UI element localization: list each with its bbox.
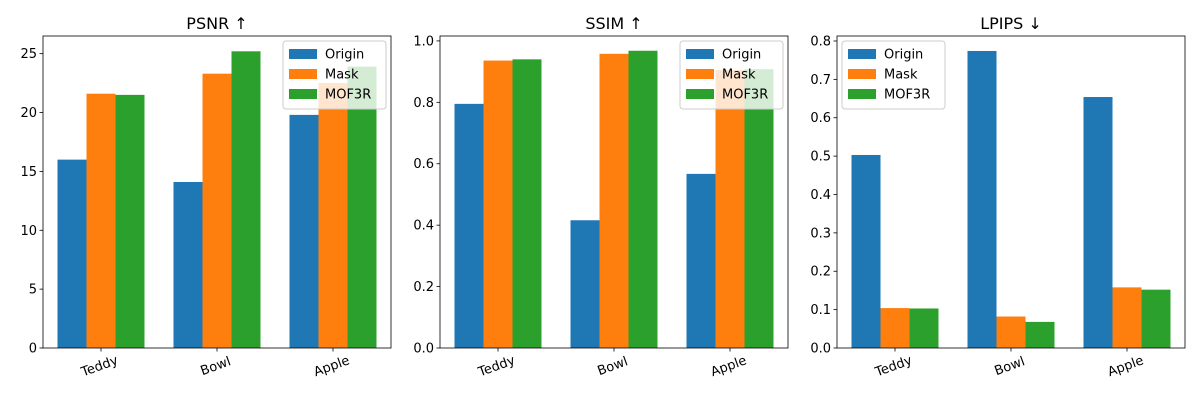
y-tick-label: 0.2	[413, 280, 434, 295]
bar-mask-apple	[1112, 287, 1142, 348]
x-tick-label: Apple	[312, 353, 352, 380]
bar-mof3r-teddy	[909, 308, 939, 348]
y-tick-label: 10	[20, 224, 37, 239]
x-tick-label: Teddy	[475, 353, 517, 381]
legend-swatch-mask	[289, 69, 317, 79]
y-tick-label: 0.6	[413, 157, 434, 172]
legend-swatch-origin	[686, 49, 714, 59]
y-tick-label: 0.4	[413, 219, 434, 234]
x-tick-label: Apple	[1106, 353, 1146, 380]
bar-mask-teddy	[86, 93, 116, 348]
legend-swatch-mof3r	[848, 89, 876, 99]
y-tick-label: 0.5	[810, 150, 831, 165]
bar-mask-teddy	[483, 60, 513, 349]
y-tick-label: 25	[20, 47, 37, 62]
x-tick-label: Apple	[709, 353, 749, 380]
y-tick-label: 5	[29, 283, 37, 298]
x-tick-label: Teddy	[78, 353, 120, 381]
legend-label-origin: Origin	[884, 48, 923, 63]
bar-origin-teddy	[57, 159, 87, 348]
bar-mof3r-bowl	[231, 51, 261, 348]
lpips-chart: 0.0 0.1 0.2 0.3 0.4 0.5 0.6 0.7 0.8 Teddy Bowl Appl…	[810, 14, 1186, 381]
chart-title: LPIPS ↓	[980, 14, 1042, 33]
y-tick-label: 0.3	[810, 226, 831, 241]
chart-title: SSIM ↑	[585, 14, 642, 33]
y-tick-label: 0.1	[810, 303, 831, 318]
y-tick-label: 0.6	[810, 111, 831, 126]
bar-origin-apple	[289, 114, 319, 348]
bar-origin-bowl	[967, 50, 997, 348]
legend-label-origin: Origin	[325, 48, 364, 63]
bar-mask-bowl	[599, 53, 629, 348]
legend-swatch-mof3r	[289, 89, 317, 99]
legend-swatch-origin	[848, 49, 876, 59]
legend: Origin Mask MOF3R	[282, 40, 387, 110]
y-tick-label: 0.7	[810, 73, 831, 88]
y-tick-label: 1.0	[413, 34, 434, 49]
legend-label-mof3r: MOF3R	[722, 88, 768, 103]
legend-label-mask: Mask	[884, 68, 918, 83]
x-tick-label: Bowl	[199, 354, 233, 379]
bar-origin-teddy	[454, 103, 484, 348]
bar-origin-apple	[1083, 97, 1113, 348]
legend: Origin Mask MOF3R	[679, 40, 784, 110]
ssim-chart: 0.0 0.2 0.4 0.6 0.8 1.0 Teddy Bowl Apple SSIM ↑ Or…	[413, 14, 789, 381]
bar-origin-bowl	[570, 220, 600, 348]
legend-label-origin: Origin	[722, 48, 761, 63]
legend-swatch-origin	[289, 49, 317, 59]
legend-swatch-mask	[686, 69, 714, 79]
y-tick-label: 0.0	[413, 342, 434, 357]
y-tick-label: 0.8	[810, 34, 831, 49]
y-tick-label: 0.8	[413, 96, 434, 111]
bar-mof3r-apple	[744, 69, 774, 349]
chart-title: PSNR ↑	[186, 14, 247, 33]
y-tick-label: 0.2	[810, 265, 831, 280]
bar-origin-teddy	[851, 154, 881, 348]
legend-swatch-mof3r	[686, 89, 714, 99]
x-tick-label: Bowl	[596, 354, 630, 379]
y-tick-label: 0	[29, 342, 37, 357]
bar-mof3r-bowl	[628, 50, 658, 348]
bar-mof3r-apple	[347, 66, 377, 348]
bar-origin-apple	[686, 173, 716, 348]
bar-mask-teddy	[880, 308, 910, 348]
bar-mask-bowl	[996, 316, 1026, 348]
bar-mof3r-bowl	[1025, 321, 1055, 348]
legend-label-mask: Mask	[325, 68, 359, 83]
bar-mof3r-teddy	[512, 59, 542, 348]
legend-label-mof3r: MOF3R	[325, 88, 371, 103]
bar-mask-apple	[715, 70, 745, 349]
y-tick-label: 0.4	[810, 188, 831, 203]
legend: Origin Mask MOF3R	[841, 40, 946, 110]
bar-origin-bowl	[173, 181, 203, 348]
legend-label-mask: Mask	[722, 68, 756, 83]
y-tick-label: 15	[20, 165, 37, 180]
y-tick-label: 0.0	[810, 342, 831, 357]
x-tick-label: Teddy	[872, 353, 914, 381]
x-tick-label: Bowl	[993, 354, 1027, 379]
legend-label-mof3r: MOF3R	[884, 88, 930, 103]
psnr-chart: 0 5 10 15 20 25 Teddy Bowl Apple PSNR ↑ Origin Mask…	[20, 14, 392, 381]
bar-mof3r-apple	[1141, 289, 1171, 348]
bar-mof3r-teddy	[115, 94, 145, 349]
y-tick-label: 20	[20, 106, 37, 121]
bar-mask-bowl	[202, 73, 232, 348]
legend-swatch-mask	[848, 69, 876, 79]
bar-mask-apple	[318, 83, 348, 349]
